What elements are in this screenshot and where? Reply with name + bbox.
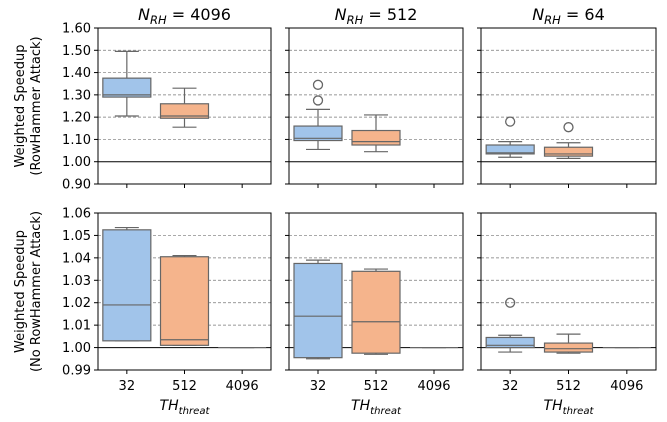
axes-frame (480, 27, 657, 185)
panel-title-1: NRH = 4096 (138, 5, 231, 27)
x-tick-label-512: 512 (364, 379, 389, 394)
box-iqr (293, 125, 343, 142)
box-iqr (159, 103, 210, 119)
box-32 (485, 297, 535, 353)
box-iqr (351, 129, 401, 146)
y-tick-label: 1.00 (62, 341, 91, 356)
box-512 (351, 114, 401, 153)
box-iqr (485, 336, 535, 349)
y-tick-label: 1.20 (62, 111, 91, 126)
y-tick-label: 1.02 (62, 296, 91, 311)
x-axis-label-2: THthreat (351, 398, 402, 417)
x-tick-label-4096: 4096 (610, 379, 643, 394)
y-axis-label-row-2-line-1: Weighted Speedup (13, 230, 28, 353)
outlier-point (312, 79, 324, 90)
box-iqr (293, 262, 343, 359)
x-tick-label-512: 512 (556, 379, 581, 394)
box-iqr (159, 256, 210, 346)
box-iqr (351, 270, 401, 354)
y-tick-label: 1.50 (62, 44, 91, 59)
panel-title-3: NRH = 64 (532, 5, 605, 27)
y-tick-label: 1.10 (62, 133, 91, 148)
y-tick-label: 1.40 (62, 66, 91, 81)
y-tick-label: 1.60 (62, 22, 91, 37)
y-tick-label: 1.01 (62, 319, 91, 334)
axes-frame (288, 27, 464, 185)
box-512 (159, 255, 210, 346)
box-iqr (102, 229, 152, 342)
y-tick-label: 1.06 (62, 207, 91, 222)
x-axis-label-1: THthreat (160, 398, 211, 417)
box-32 (485, 116, 535, 158)
panel-row-2-col-2: 32 512 4096 (285, 212, 464, 394)
box-32 (293, 79, 343, 151)
y-tick-label: 1.05 (62, 229, 91, 244)
y-axis-label-row-1-line-2: (RowHammer Attack) (29, 36, 44, 175)
y-tick-label: 1.30 (62, 88, 91, 103)
x-axis-label-3: THthreat (544, 398, 595, 417)
x-tick-label-512: 512 (172, 379, 197, 394)
panel-row-1-col-3 (477, 27, 657, 188)
box-32 (102, 226, 152, 342)
box-iqr (543, 146, 594, 157)
y-axis-label-row-2-line-2: (No RowHammer Attack) (29, 211, 44, 372)
panel-title-2: NRH = 512 (335, 5, 418, 27)
x-tick-label-32: 32 (119, 379, 136, 394)
x-tick-label-32: 32 (310, 379, 327, 394)
outlier-point (505, 297, 516, 308)
box-32 (293, 259, 343, 360)
y-tick-label: 1.00 (62, 155, 91, 170)
y-tick-label: 1.03 (62, 274, 91, 289)
x-tick-label-32: 32 (502, 379, 519, 394)
box-32 (102, 50, 152, 117)
outlier-point (563, 122, 574, 133)
box-iqr (485, 144, 535, 155)
box-512 (543, 122, 594, 159)
box-512 (159, 87, 210, 128)
panel-row-1-col-1: 0.90 1.00 1.10 1.20 1.30 1.40 1.50 1.60 (62, 22, 272, 193)
box-iqr (102, 77, 152, 98)
panel-row-2-col-3: 32 512 4096 (477, 212, 657, 394)
panel-row-1-col-2 (285, 27, 464, 188)
outlier-point (312, 95, 324, 106)
outlier-point (505, 116, 516, 127)
y-tick-label: 1.04 (62, 251, 91, 266)
x-tick-label-4096: 4096 (417, 379, 450, 394)
x-tick-label-4096: 4096 (226, 379, 259, 394)
box-512 (543, 333, 594, 354)
y-tick-label: 0.90 (62, 178, 91, 193)
box-512 (351, 268, 401, 355)
box-iqr (543, 342, 594, 353)
y-axis-label-row-1-line-1: Weighted Speedup (13, 45, 28, 168)
panel-row-2-col-1: 32 512 4096 0.99 1.00 1.01 1.02 1.03 1.04 1.05 1.0… (62, 207, 272, 394)
y-tick-label: 0.99 (62, 364, 91, 379)
